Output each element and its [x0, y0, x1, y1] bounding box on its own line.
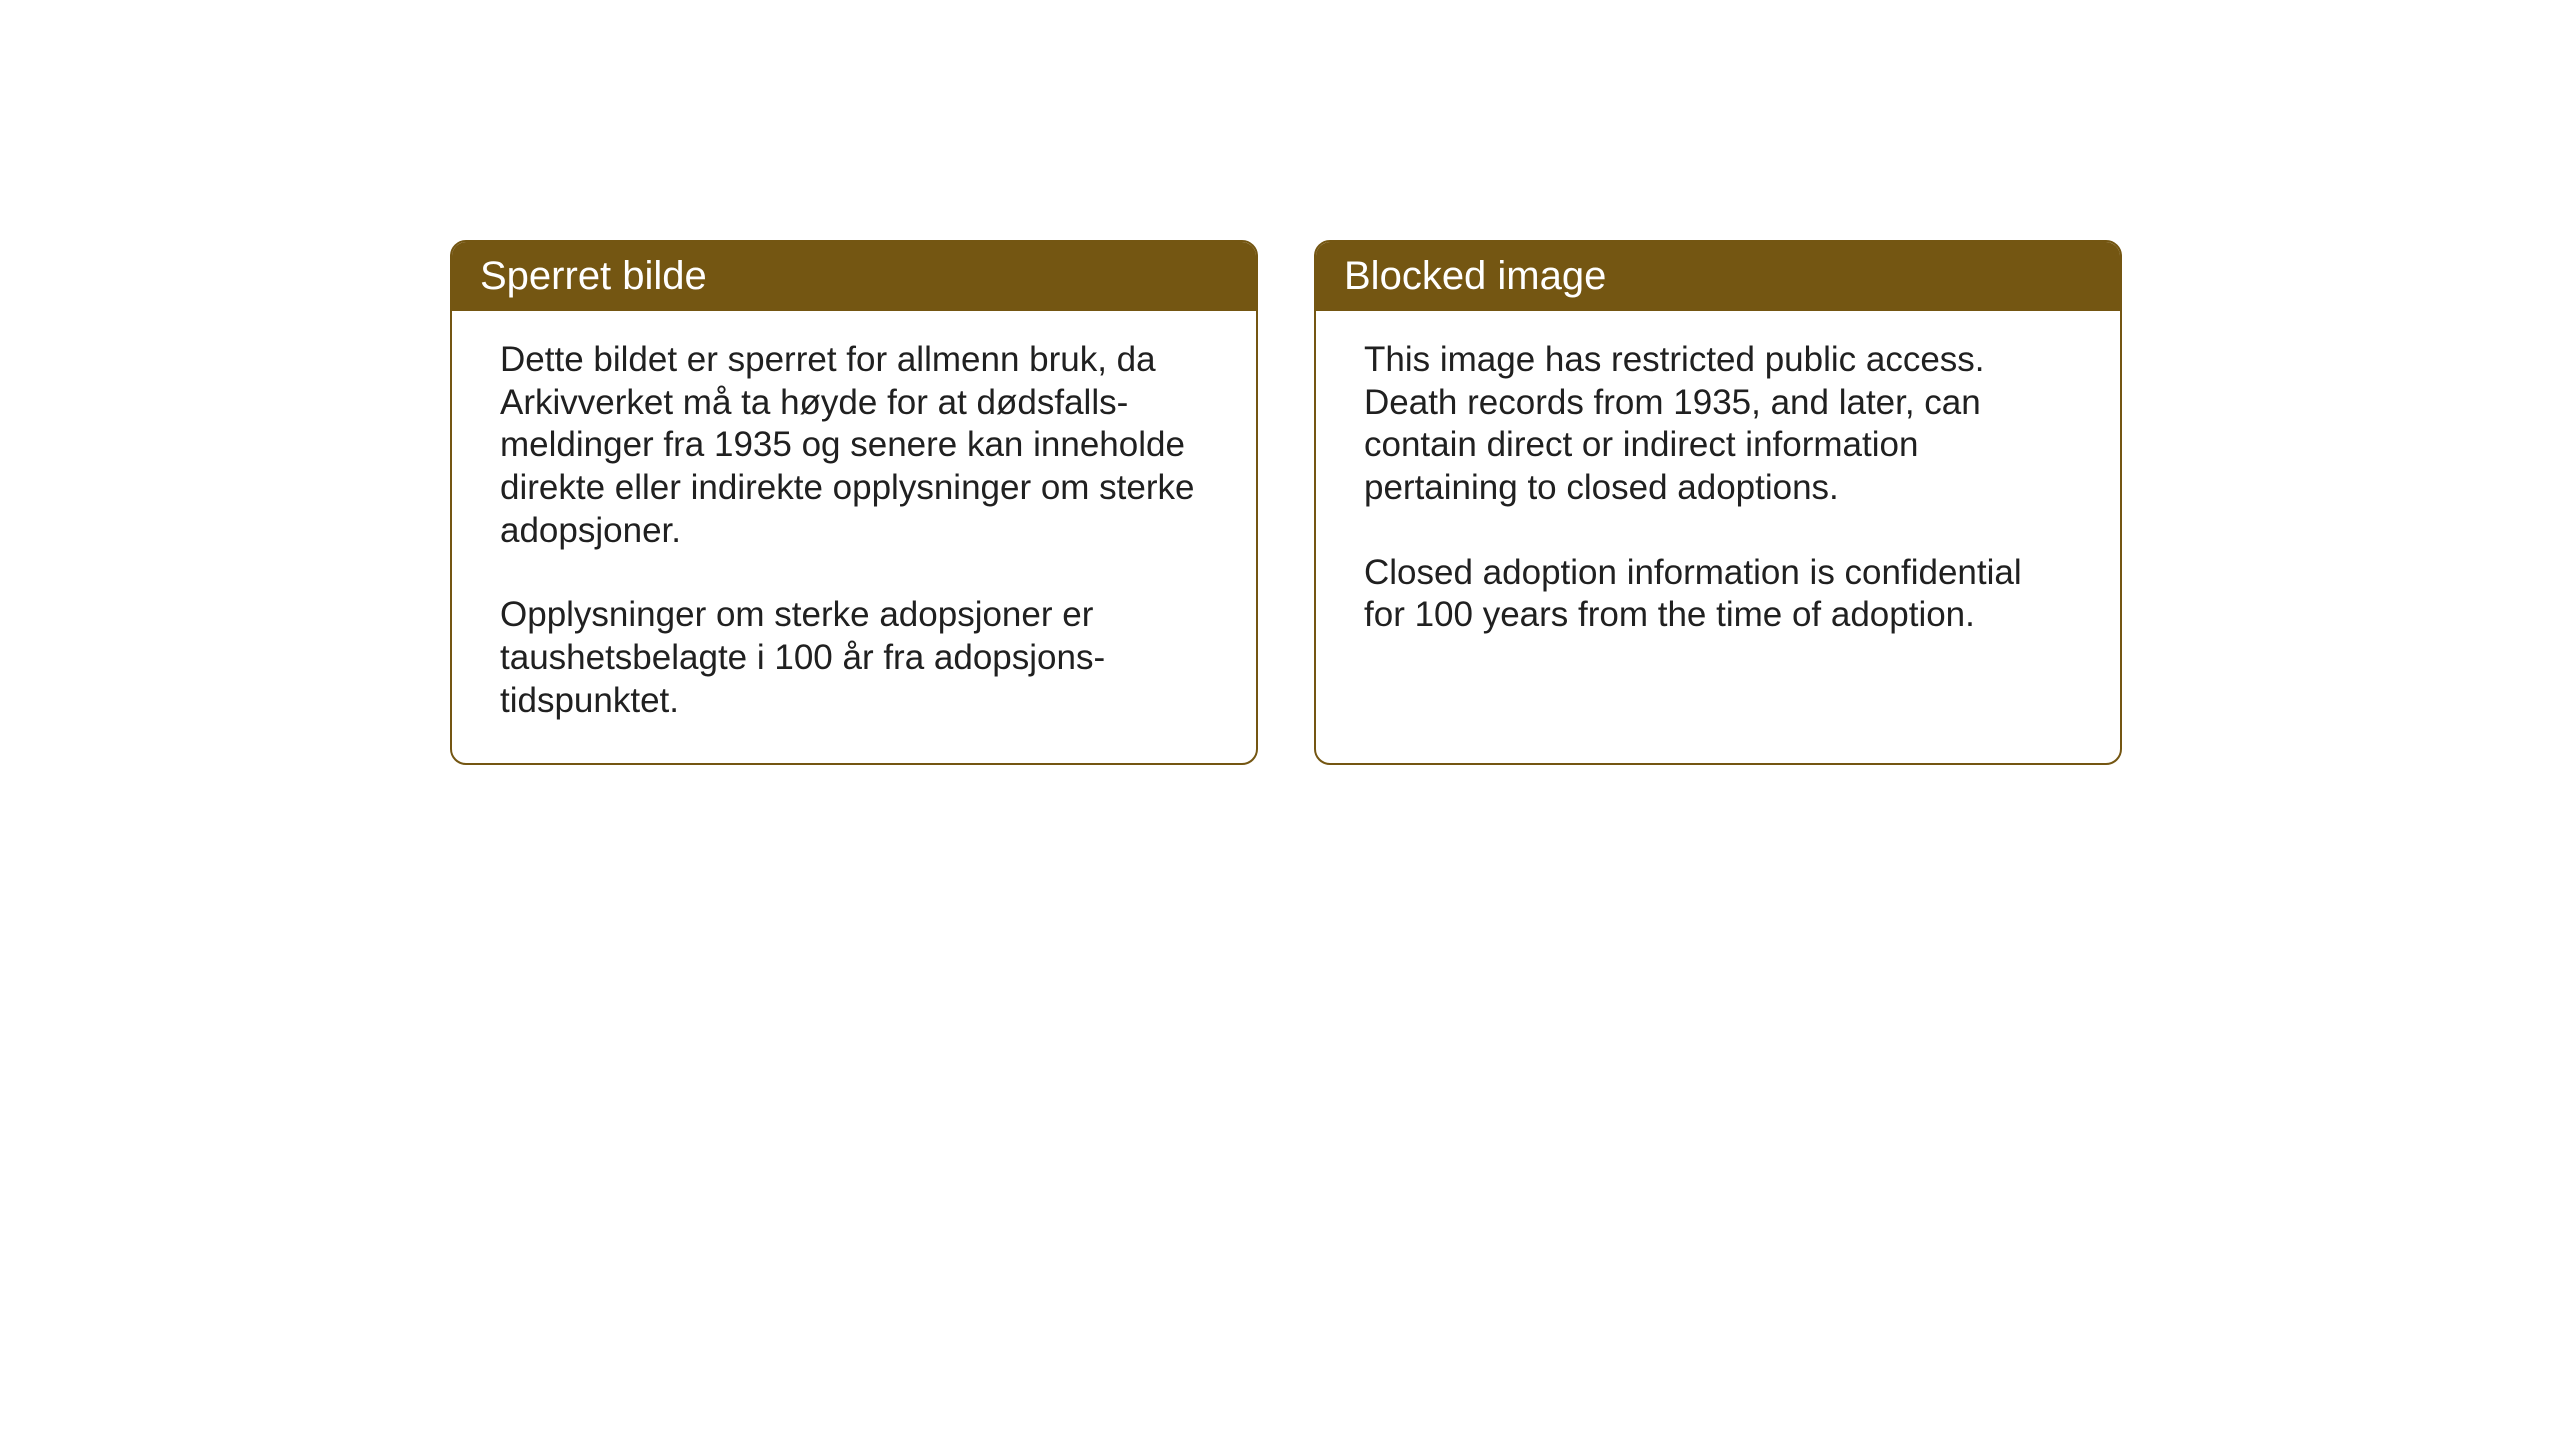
english-paragraph-2: Closed adoption information is confident… [1364, 552, 2072, 637]
norwegian-paragraph-2: Opplysninger om sterke adopsjoner er tau… [500, 594, 1208, 722]
english-card-title: Blocked image [1316, 242, 2120, 311]
english-paragraph-1: This image has restricted public access.… [1364, 339, 2072, 510]
norwegian-card-body: Dette bildet er sperret for allmenn bruk… [452, 311, 1256, 763]
english-notice-card: Blocked image This image has restricted … [1314, 240, 2122, 765]
norwegian-notice-card: Sperret bilde Dette bildet er sperret fo… [450, 240, 1258, 765]
norwegian-card-title: Sperret bilde [452, 242, 1256, 311]
notice-cards-container: Sperret bilde Dette bildet er sperret fo… [450, 240, 2122, 765]
norwegian-paragraph-1: Dette bildet er sperret for allmenn bruk… [500, 339, 1208, 552]
english-card-body: This image has restricted public access.… [1316, 311, 2120, 717]
